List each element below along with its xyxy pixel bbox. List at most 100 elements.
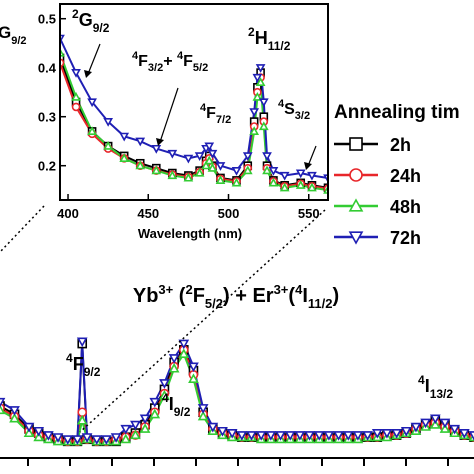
inset-y-tick-label: 0.4 xyxy=(38,61,57,76)
inset-point-72h xyxy=(183,154,194,164)
main-point-72h xyxy=(294,431,306,441)
main-point-72h xyxy=(178,339,190,350)
inset-point-48h xyxy=(61,49,65,57)
inset-point-48h xyxy=(258,121,269,131)
main-point-72h xyxy=(342,431,354,441)
main-point-48h xyxy=(197,410,209,421)
main-point-72h xyxy=(429,414,441,425)
inset-x-tick-label: 550 xyxy=(298,206,320,221)
inset-y-tick-label: 0.3 xyxy=(38,110,56,125)
inset-point-48h xyxy=(279,182,290,192)
inset-point-48h xyxy=(252,91,263,101)
zoom-guide-right xyxy=(79,209,326,433)
inset-point-72h xyxy=(262,152,272,162)
main-point-48h xyxy=(76,414,88,425)
inset-point-48h xyxy=(201,160,211,170)
title-yb-open: ( xyxy=(173,285,186,307)
inset-point-48h xyxy=(231,177,242,187)
inset-point-72h xyxy=(323,174,327,182)
main-point-72h xyxy=(410,422,422,433)
main-point-48h xyxy=(139,423,151,433)
main-point-72h xyxy=(76,337,88,348)
main-point-72h xyxy=(400,426,412,437)
inset-x-tick-label: 400 xyxy=(57,206,79,221)
inset-label-4f72: 4F7/2 xyxy=(200,102,231,126)
main-point-72h xyxy=(458,429,470,439)
inset-point-72h xyxy=(249,108,260,117)
legend-marker-72h xyxy=(348,231,364,245)
main-point-48h xyxy=(33,431,45,442)
main-point-48h xyxy=(159,389,170,400)
title-yb-state: F xyxy=(193,285,205,307)
legend-entries: 2h 24h 48h 72h xyxy=(334,135,421,248)
main-point-48h xyxy=(120,433,132,444)
arrow-4f32 xyxy=(159,87,179,143)
main-point-72h xyxy=(246,431,257,441)
main-point-72h xyxy=(255,431,267,441)
main-point-72h xyxy=(391,429,402,439)
inset-point-72h xyxy=(242,152,253,162)
main-point-72h xyxy=(120,424,132,435)
inset-point-2h xyxy=(61,53,65,63)
inset-point-72h xyxy=(119,132,130,142)
inset-point-72h xyxy=(204,142,215,152)
inset-point-72h xyxy=(307,171,317,181)
main-point-72h xyxy=(449,424,461,435)
title-yb-state-sub: 5/2 xyxy=(205,296,223,311)
inset-frame xyxy=(59,3,329,201)
main-point-72h xyxy=(284,431,296,441)
inset-label-4f32-4f52: 4F3/2+ 4F5/2 xyxy=(132,50,208,74)
title-er-charge: 3+ xyxy=(274,282,289,297)
legend-marker-24h xyxy=(349,168,363,182)
arrow-4s32 xyxy=(307,145,317,167)
main-point-72h xyxy=(0,397,6,408)
arrow-2g92-head xyxy=(84,70,92,78)
inset-point-48h xyxy=(255,77,266,86)
main-point-72h xyxy=(91,435,103,445)
inset-point-24h xyxy=(71,102,81,112)
inset-label-2h112: 2H11/2 xyxy=(248,25,291,53)
legend-label-24h: 24h xyxy=(390,166,421,186)
main-point-72h xyxy=(333,431,344,441)
main-point-72h xyxy=(168,354,180,364)
inset-point-72h xyxy=(231,167,242,176)
legend-label-48h: 48h xyxy=(390,197,421,217)
main-title: Yb3+ (2F5/2) + Er3+(4I11/2) xyxy=(133,282,339,311)
inset-series-markers xyxy=(61,34,327,194)
arrow-2g92 xyxy=(87,43,101,75)
legend-title: Annealing tim xyxy=(334,102,460,123)
main-label-4i132: 4I13/2 xyxy=(418,373,453,401)
inset-x-tick-label: 500 xyxy=(218,206,240,221)
main-point-72h xyxy=(226,429,238,439)
legend: Annealing tim 2h 24h 48h 72h xyxy=(334,102,460,248)
main-point-72h xyxy=(323,431,335,441)
main-point-72h xyxy=(9,406,20,416)
inset-point-48h xyxy=(295,180,306,189)
inset-point-72h xyxy=(258,98,269,108)
main-point-72h xyxy=(33,426,45,437)
inset-point-72h xyxy=(252,73,263,83)
legend-label-2h: 2h xyxy=(390,135,411,155)
inset-point-48h xyxy=(215,175,226,184)
title-er-close: ) xyxy=(332,285,339,307)
inset-point-72h xyxy=(207,149,218,159)
main-point-72h xyxy=(159,379,170,389)
inset-point-48h xyxy=(183,172,194,182)
inset-point-48h xyxy=(204,155,215,165)
inset-point-48h xyxy=(71,91,81,101)
main-point-72h xyxy=(468,431,474,441)
inset-point-24h xyxy=(61,58,65,67)
main-point-72h xyxy=(72,435,83,445)
main-point-48h xyxy=(9,412,20,423)
main-point-72h xyxy=(197,404,209,414)
inset-point-48h xyxy=(323,186,327,194)
inset-ticks: 400 450 500 550 0.2 0.3 0.4 0.5 xyxy=(38,12,320,221)
main-point-72h xyxy=(352,431,364,441)
inset-point-48h xyxy=(151,165,162,175)
main-label-4f92: 4F9/2 xyxy=(66,351,101,379)
main-point-72h xyxy=(217,426,228,437)
title-er-state: I xyxy=(302,285,308,307)
main-point-48h xyxy=(429,419,441,429)
inset-point-72h xyxy=(194,152,205,162)
